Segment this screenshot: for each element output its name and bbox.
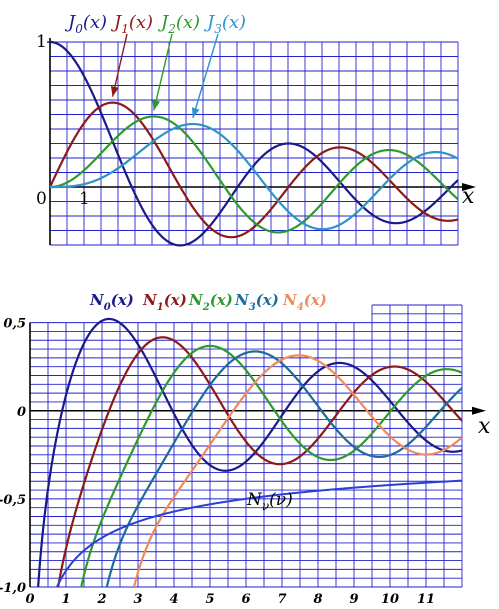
top-legend-arrow-3: [192, 33, 219, 119]
top-series-line-1: [49, 101, 459, 239]
bottom-x-tick-label-5: 5: [205, 592, 214, 607]
top-series-line-3: [50, 122, 459, 231]
bottom-y-tick-label-2: -0,5: [0, 493, 26, 508]
bottom-y-tick-label-1: 0: [17, 405, 26, 420]
top-series-line-0: [49, 40, 459, 247]
bottom-x-tick-label-3: 3: [133, 592, 142, 607]
top-legend-arrowhead-3: [191, 107, 200, 119]
top-series-line-2: [49, 115, 459, 234]
top-x-axis-arrow: [462, 183, 476, 191]
bottom-y-tick-label-3: -1,0: [0, 581, 26, 596]
top-legend-0: J0(x): [64, 12, 107, 36]
bessel-j-chart: 0 1 1 x J0(x) J1(x) J2(x) J3(x): [36, 12, 476, 247]
top-legend-arrowhead-1: [110, 85, 119, 97]
bottom-y-tick-label-0: 0,5: [3, 317, 26, 332]
bottom-x-tick-label-11: 11: [417, 592, 435, 607]
bottom-x-tick-label-7: 7: [277, 592, 286, 607]
bottom-series-line-4: [132, 354, 462, 587]
top-legend-arrow-1: [111, 33, 128, 97]
bottom-legend-3: N3(x): [234, 291, 279, 313]
top-x-axis-label: x: [462, 184, 475, 209]
bessel-n-chart: x 0 1 2 3 4 5 6 7 8 9 10 11 0,5 0 -0,5 -1,0 N0(x) N1(x) N2(…: [0, 291, 491, 607]
bottom-legend-2: N2(x): [188, 291, 233, 313]
bottom-legend-4: N4(x): [282, 291, 327, 313]
bottom-x-axis-arrow: [472, 406, 486, 415]
bottom-envelope-line: [55, 479, 462, 587]
bottom-grid: [29, 304, 463, 588]
bottom-legend-0: N0(x): [89, 291, 134, 313]
bottom-x-tick-label-2: 2: [96, 592, 106, 607]
bottom-x-tick-label-0: 0: [25, 592, 34, 607]
bottom-legend-1: N1(x): [142, 291, 187, 313]
top-y-tick-label-1: 1: [36, 32, 47, 52]
bottom-x-tick-label-6: 6: [241, 592, 250, 607]
bottom-series-line-2: [80, 344, 462, 587]
bottom-x-tick-label-8: 8: [313, 592, 322, 607]
bottom-x-tick-label-4: 4: [169, 592, 178, 607]
bottom-x-tick-label-9: 9: [349, 592, 358, 607]
bottom-x-tick-label-10: 10: [381, 592, 399, 607]
top-legend-2: J2(x): [157, 12, 200, 36]
top-x-tick-label-0: 0: [36, 189, 47, 209]
bottom-series-line-3: [105, 350, 462, 587]
bottom-series-line-1: [57, 336, 462, 587]
bottom-series-line-0: [37, 317, 462, 587]
bottom-curves: [37, 317, 462, 587]
top-legend-arrowhead-2: [152, 99, 161, 111]
bottom-x-tick-label-1: 1: [61, 592, 70, 607]
top-legend-arrow-2: [153, 33, 173, 111]
top-x-tick-label-1: 1: [79, 189, 90, 209]
bottom-envelope-label: Nν(ν): [246, 490, 293, 513]
top-legend-3: J3(x): [203, 12, 246, 36]
bottom-x-axis-label: x: [478, 414, 491, 439]
top-legend-1: J1(x): [110, 12, 153, 36]
